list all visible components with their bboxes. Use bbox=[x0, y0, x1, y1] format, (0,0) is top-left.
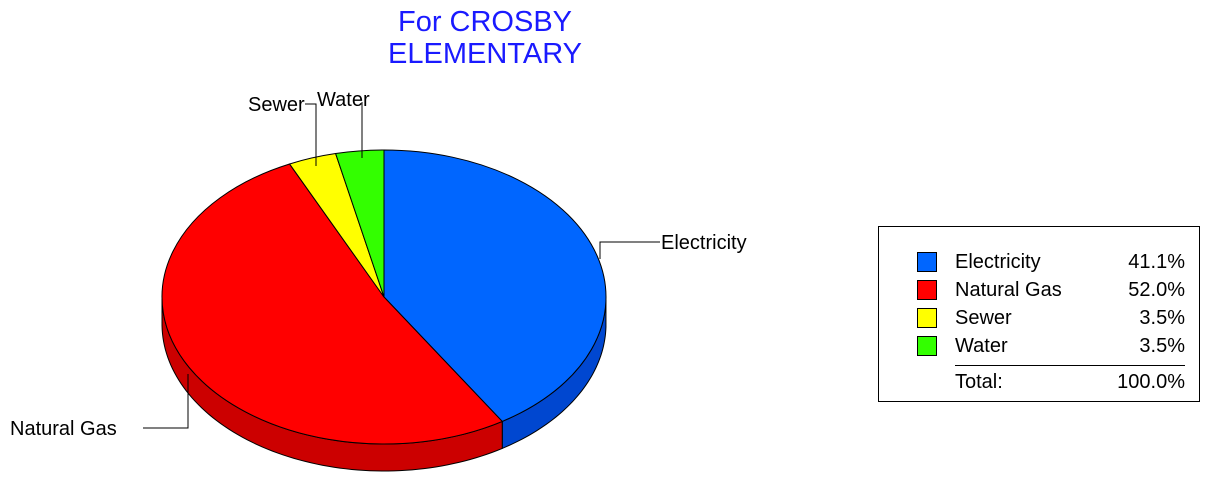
legend-item-electricity: Electricity 41.1% bbox=[879, 249, 1199, 275]
legend-label-electricity: Electricity bbox=[955, 251, 1041, 273]
legend-swatch-natural-gas bbox=[917, 280, 937, 300]
legend-total-value: 100.0% bbox=[1117, 371, 1185, 393]
slice-label-electricity: Electricity bbox=[661, 232, 747, 254]
legend-label-natural-gas: Natural Gas bbox=[955, 279, 1062, 301]
legend-value-electricity: 41.1% bbox=[1128, 251, 1185, 273]
legend-value-sewer: 3.5% bbox=[1139, 307, 1185, 329]
legend-swatch-sewer bbox=[917, 308, 937, 328]
chart-title-line-1: For CROSBY bbox=[397, 6, 573, 38]
pie-slice-electricity bbox=[383, 149, 607, 423]
chart-title-line-2: ELEMENTARY bbox=[388, 38, 582, 70]
pie-slice-natural-gas bbox=[161, 163, 504, 445]
legend-swatch-electricity bbox=[917, 252, 937, 272]
chart-title: For CROSBY ELEMENTARY bbox=[330, 6, 640, 70]
legend-item-sewer: Sewer 3.5% bbox=[879, 305, 1199, 331]
legend-total-rule bbox=[955, 365, 1185, 366]
legend-label-sewer: Sewer bbox=[955, 307, 1012, 329]
leader-line-electricity bbox=[599, 241, 660, 259]
legend-total-label: Total: bbox=[955, 371, 1003, 393]
legend-item-water: Water 3.5% bbox=[879, 333, 1199, 359]
legend-swatch-water bbox=[917, 336, 937, 356]
leader-line-sewer bbox=[305, 103, 317, 166]
pie-slice-water bbox=[334, 149, 385, 298]
leader-line-natural-gas bbox=[143, 374, 189, 429]
legend-item-natural-gas: Natural Gas 52.0% bbox=[879, 277, 1199, 303]
slice-label-natural-gas: Natural Gas bbox=[10, 418, 117, 440]
legend-value-natural-gas: 52.0% bbox=[1128, 279, 1185, 301]
legend-label-water: Water bbox=[955, 335, 1008, 357]
legend-value-water: 3.5% bbox=[1139, 335, 1185, 357]
legend: Electricity 41.1% Natural Gas 52.0% Sewe… bbox=[878, 226, 1200, 402]
slice-label-water: Water bbox=[317, 89, 370, 111]
legend-total-row: Total: 100.0% bbox=[879, 369, 1199, 395]
slice-label-sewer: Sewer bbox=[248, 94, 305, 116]
